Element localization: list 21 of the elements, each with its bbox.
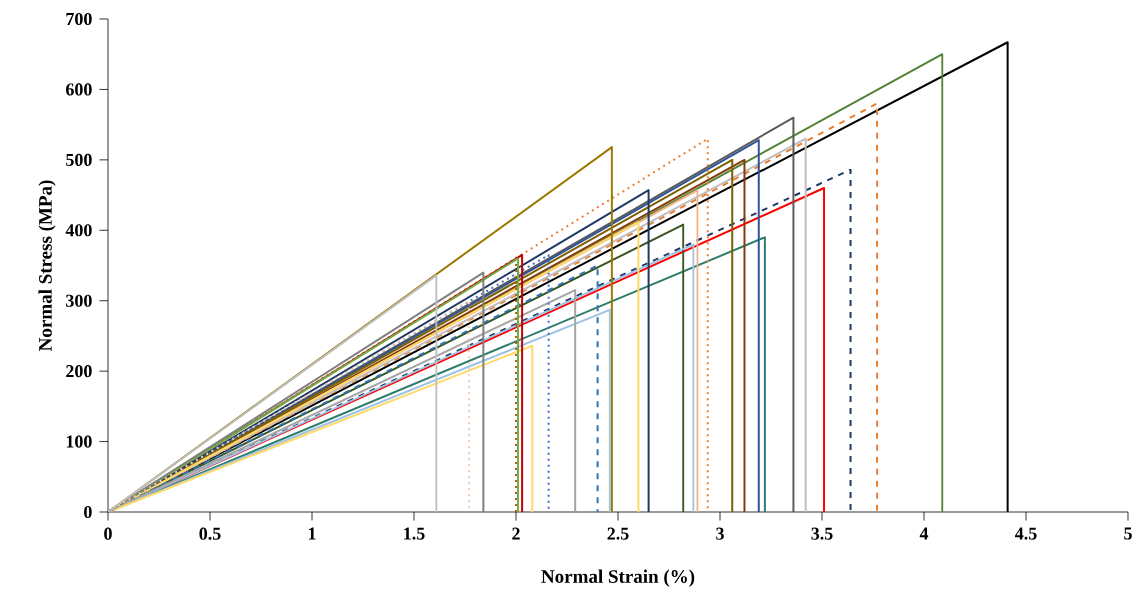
y-tick-label: 600 (66, 83, 92, 96)
x-tick-label: 0 (104, 527, 112, 540)
x-tick-label: 1.5 (404, 527, 425, 540)
x-axis-title: Normal Strain (%) (541, 569, 695, 587)
x-tick-label: 3 (716, 527, 724, 540)
y-tick-label: 700 (66, 12, 92, 26)
y-tick-label: 500 (66, 153, 92, 166)
y-tick-label: 400 (65, 224, 92, 237)
x-tick-label: 1 (308, 527, 316, 540)
y-tick-label: 100 (66, 435, 92, 448)
x-tick-label: 0.5 (199, 527, 221, 540)
x-tick-label: 3.5 (811, 527, 833, 540)
y-tick-label: 300 (66, 294, 92, 307)
x-tick-label: 2.5 (607, 527, 629, 540)
y-tick-label: 200 (66, 365, 92, 378)
x-tick-label: 4 (919, 527, 929, 540)
y-axis-title: Normal Stress (MPa) (38, 180, 56, 351)
x-tick-label: 4.5 (1015, 527, 1037, 540)
x-tick-label: 5 (1124, 527, 1132, 540)
y-tick-label: 0 (84, 505, 92, 519)
x-tick-label: 2 (512, 527, 520, 540)
